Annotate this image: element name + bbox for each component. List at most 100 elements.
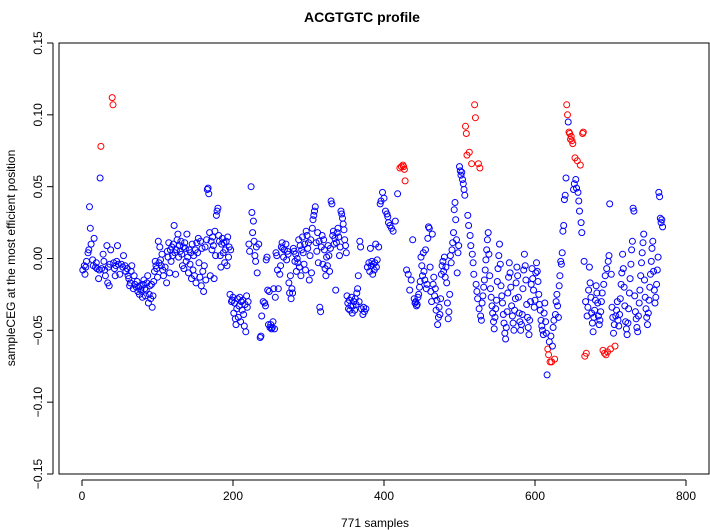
data-point <box>434 321 442 329</box>
data-point <box>244 298 252 306</box>
data-point <box>418 262 426 270</box>
data-point <box>158 250 166 258</box>
data-point <box>409 236 417 244</box>
data-point <box>157 262 165 270</box>
data-point <box>293 255 301 262</box>
data-point <box>178 250 186 258</box>
data-point <box>659 223 667 231</box>
data-point <box>586 279 594 287</box>
data-point <box>95 275 103 283</box>
data-point <box>590 313 598 321</box>
data-point <box>569 140 577 148</box>
data-point <box>317 308 325 316</box>
data-point <box>173 236 181 244</box>
data-point <box>508 302 516 310</box>
data-point <box>548 342 556 350</box>
data-point <box>476 164 484 172</box>
data-point <box>413 301 421 308</box>
x-axis: 0 200 400 600 800 <box>79 479 696 503</box>
data-point <box>339 220 347 228</box>
data-point <box>474 295 482 303</box>
data-point <box>212 211 220 219</box>
data-point <box>482 256 490 264</box>
data-point <box>189 266 197 274</box>
data-point <box>379 188 386 196</box>
data-point <box>246 247 254 255</box>
data-point <box>535 290 543 298</box>
data-point <box>431 285 439 293</box>
data-point <box>497 282 505 290</box>
data-point <box>498 292 506 300</box>
data-point <box>543 371 551 379</box>
data-point <box>496 260 504 268</box>
data-point <box>150 278 158 285</box>
data-point <box>101 272 109 280</box>
data-point <box>407 276 415 284</box>
data-point <box>634 312 642 320</box>
data-point <box>274 285 282 293</box>
data-point <box>332 239 340 247</box>
data-point <box>451 199 459 206</box>
y-tick-label: −0.10 <box>31 387 45 418</box>
data-point <box>200 262 208 270</box>
data-point <box>107 246 115 254</box>
data-point <box>490 318 497 326</box>
data-point <box>585 263 593 271</box>
data-point <box>471 101 479 109</box>
data-point <box>177 237 185 245</box>
data-point <box>406 286 414 294</box>
data-point <box>635 299 643 307</box>
data-point <box>211 227 219 235</box>
data-point <box>439 257 447 265</box>
data-point <box>240 322 248 330</box>
data-point <box>227 246 235 254</box>
data-point <box>545 351 553 359</box>
data-point <box>248 209 256 216</box>
data-point <box>624 319 632 327</box>
data-point <box>249 217 257 225</box>
data-point <box>613 306 620 314</box>
data-point <box>247 183 255 191</box>
data-point <box>443 279 451 287</box>
data-point <box>558 249 566 257</box>
data-point <box>116 270 124 278</box>
data-point <box>480 283 488 291</box>
data-point <box>457 171 465 179</box>
data-point <box>421 276 429 284</box>
data-point <box>648 244 656 252</box>
data-point <box>532 269 540 277</box>
data-point <box>468 160 476 168</box>
data-point <box>333 229 341 237</box>
data-point <box>366 244 374 252</box>
data-point <box>580 257 588 265</box>
data-point <box>108 94 116 102</box>
data-point <box>416 283 423 291</box>
data-point <box>404 270 412 278</box>
data-point <box>610 321 618 329</box>
data-point <box>492 305 500 313</box>
data-point <box>271 325 278 333</box>
data-point <box>214 204 222 212</box>
data-point <box>338 210 346 218</box>
data-point <box>209 242 217 250</box>
data-point <box>499 299 506 307</box>
data-point <box>630 207 638 215</box>
data-point <box>647 257 655 265</box>
data-point <box>141 285 149 293</box>
data-point <box>520 250 528 258</box>
data-point <box>297 272 305 280</box>
data-point <box>308 224 316 232</box>
x-axis-label: 771 samples <box>341 516 409 530</box>
data-point <box>414 293 422 301</box>
data-point <box>595 321 603 329</box>
data-point <box>128 262 136 270</box>
data-point <box>594 299 602 307</box>
data-point <box>202 276 210 284</box>
data-point <box>584 303 592 311</box>
data-point <box>605 252 613 260</box>
data-point <box>478 299 486 307</box>
data-point <box>257 332 265 340</box>
data-point <box>183 230 191 238</box>
data-point <box>372 263 380 271</box>
